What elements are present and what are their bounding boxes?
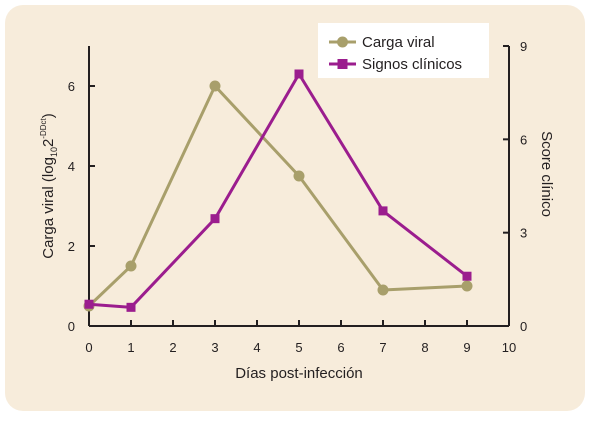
y-left-tick-label: 4	[68, 159, 75, 174]
y-axis-left-ticks: 0 2 4 6	[68, 79, 95, 334]
data-point-carga-viral	[377, 284, 389, 296]
data-point-signos-clinicos	[210, 214, 220, 224]
data-point-signos-clinicos	[462, 271, 472, 281]
data-point-carga-viral	[209, 80, 221, 92]
data-point-carga-viral	[461, 280, 473, 292]
legend-marker-carga-viral	[337, 36, 348, 48]
y-right-tick-label: 9	[520, 39, 527, 54]
x-tick-label: 0	[85, 340, 92, 355]
y-left-tick-label: 6	[68, 79, 75, 94]
x-tick-label: 10	[502, 340, 516, 355]
y-axis-right-title: Score clínico	[538, 131, 555, 217]
y-axis-left-title-base: 2	[40, 139, 57, 147]
legend-label-carga-viral: Carga viral	[362, 34, 435, 51]
y-right-tick-label: 6	[520, 132, 527, 147]
y-axis-left-title: Carga viral (log102-DDct)	[39, 113, 59, 259]
y-right-tick-label: 3	[520, 226, 527, 241]
x-tick-label: 8	[421, 340, 428, 355]
data-point-signos-clinicos	[126, 302, 136, 312]
chart-background	[5, 5, 585, 411]
legend-marker-signos-clinicos	[337, 59, 348, 69]
data-point-carga-viral	[293, 170, 305, 182]
y-left-tick-label: 2	[68, 239, 75, 254]
x-axis-ticks: 0 1 2 3 4 5 6 7 8 9 10	[85, 320, 516, 355]
legend-label-signos-clinicos: Signos clínicos	[362, 56, 462, 73]
x-tick-label: 4	[253, 340, 260, 355]
data-point-carga-viral	[125, 260, 137, 272]
series-line-carga-viral	[87, 84, 468, 308]
y-axis-left-title-subscript: 10	[49, 147, 59, 157]
legend-item-signos-clinicos: Signos clínicos	[329, 56, 462, 73]
x-tick-label: 5	[295, 340, 302, 355]
x-tick-label: 7	[379, 340, 386, 355]
y-axis-left-title-main: Carga viral (log	[40, 157, 57, 259]
x-tick-label: 3	[211, 340, 218, 355]
data-point-signos-clinicos	[294, 69, 304, 79]
x-tick-label: 6	[337, 340, 344, 355]
y-axis-right-ticks: 0 3 6 9	[503, 39, 527, 334]
series-line-signos-clinicos	[88, 72, 468, 309]
series-layer	[83, 69, 473, 312]
legend-item-carga-viral: Carga viral	[329, 34, 435, 51]
legend: Carga viral Signos clínicos	[318, 23, 489, 78]
y-left-tick-label: 0	[68, 319, 75, 334]
y-axis-left-title-superscript: -DDct	[39, 117, 48, 138]
y-right-tick-label: 0	[520, 319, 527, 334]
data-point-signos-clinicos	[84, 299, 94, 309]
y-axis-left-title-end: )	[40, 113, 57, 118]
x-tick-label: 2	[169, 340, 176, 355]
x-tick-label: 9	[463, 340, 470, 355]
data-point-signos-clinicos	[378, 206, 388, 216]
x-axis-title: Días post-infección	[235, 365, 363, 382]
x-tick-label: 1	[127, 340, 134, 355]
